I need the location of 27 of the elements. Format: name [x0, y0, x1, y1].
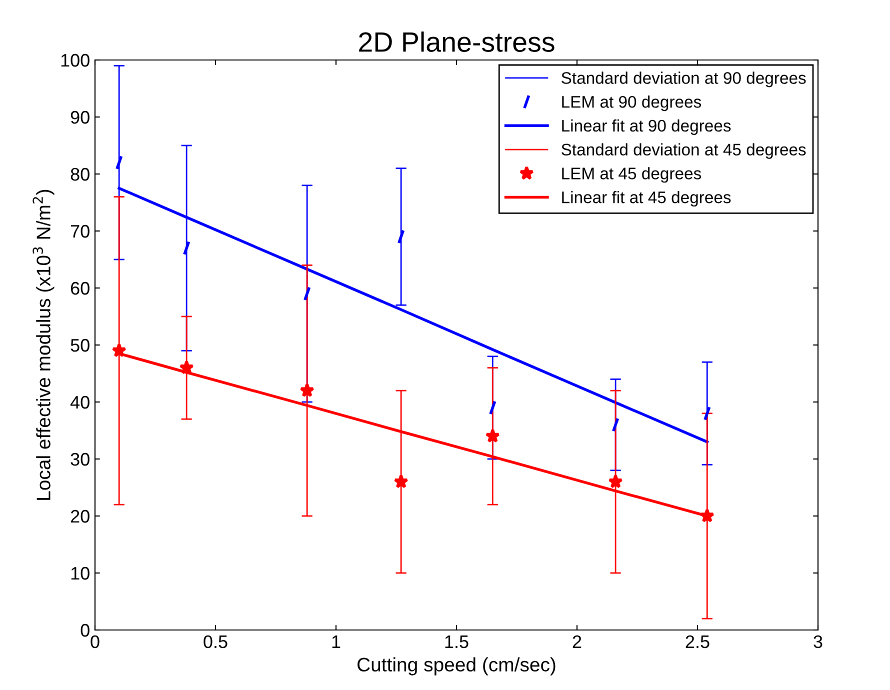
x-tick-label: 0 [90, 635, 100, 648]
x-tick-label: 0.5 [204, 635, 228, 648]
legend-label: Linear fit at 90 degrees [562, 119, 731, 135]
legend-label: LEM at 45 degrees [562, 167, 702, 183]
x-tick-label: 3 [814, 635, 822, 648]
y-tick-label: 20 [70, 510, 90, 523]
y-tick-label: 100 [61, 54, 90, 67]
x-tick-label: 2 [572, 635, 582, 648]
y-tick-label: 10 [71, 566, 90, 580]
legend-label: Standard deviation at 90 degrees [562, 72, 806, 88]
y-tick-label: 50 [70, 338, 90, 352]
y-tick-label: 90 [70, 110, 90, 124]
x-tick-label: 2.5 [686, 635, 710, 648]
x-tick-label: 1 [332, 636, 340, 648]
y-tick-label: 70 [70, 224, 90, 238]
legend-label: Standard deviation at 45 degrees [562, 143, 806, 159]
y-tick-label: 40 [70, 396, 90, 409]
y-tick-label: 80 [70, 168, 90, 181]
chart-title: 2D Plane-stress [359, 32, 554, 52]
y-axis-title: Local effective modulus (x10$^{3}$ N/m$^{2}$) [32, 190, 54, 500]
legend-label: Linear fit at 45 degrees [562, 191, 731, 207]
x-tick-label: 1.5 [445, 636, 468, 648]
y-tick-label: 0 [80, 624, 90, 637]
y-tick-label: 60 [70, 282, 90, 295]
y-tick-label: 30 [70, 452, 90, 466]
legend-label: LEM at 90 degrees [562, 96, 702, 112]
x-axis-title: Cutting speed (cm/sec) [358, 657, 556, 676]
